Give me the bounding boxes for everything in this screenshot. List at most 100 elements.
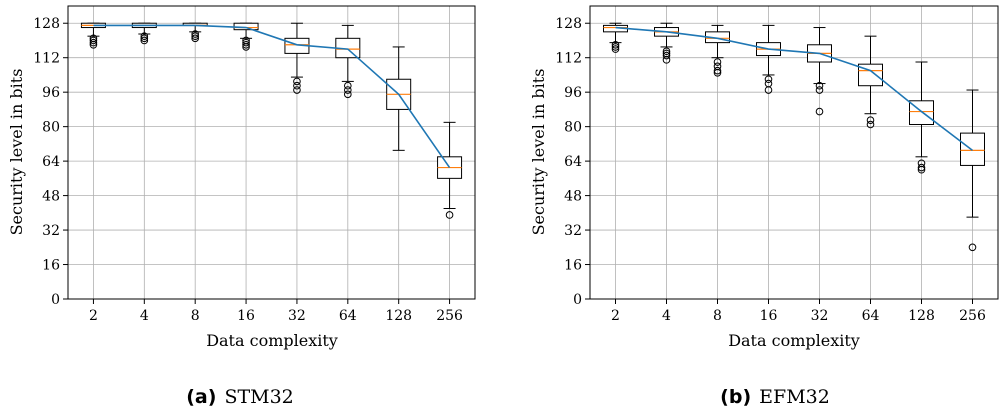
outlier-point bbox=[611, 45, 620, 53]
outlier-point bbox=[344, 86, 352, 94]
outlier-point bbox=[815, 86, 824, 94]
y-tick-label: 80 bbox=[42, 120, 60, 136]
outlier-point bbox=[344, 81, 352, 90]
outlier-point bbox=[917, 163, 926, 172]
caption-text: STM32 bbox=[224, 386, 293, 408]
y-tick-label: 48 bbox=[564, 189, 582, 205]
outlier-point bbox=[293, 81, 301, 90]
x-tick-label: 32 bbox=[811, 308, 829, 324]
outlier-point bbox=[140, 32, 149, 40]
outlier-point bbox=[191, 32, 199, 40]
y-tick-label: 64 bbox=[564, 154, 582, 170]
box-64 bbox=[858, 35, 883, 129]
box-4 bbox=[654, 22, 679, 64]
outlier-point bbox=[815, 107, 824, 116]
y-axis-label: Security level in bits bbox=[529, 69, 548, 236]
caption-letter: (b) bbox=[720, 386, 751, 408]
caption-letter: (a) bbox=[186, 386, 216, 408]
y-tick-label: 16 bbox=[42, 258, 60, 274]
outlier-point bbox=[662, 51, 671, 60]
outlier-point bbox=[445, 211, 454, 219]
outlier-point bbox=[89, 38, 98, 47]
box-2 bbox=[603, 22, 628, 53]
outlier-point bbox=[713, 68, 722, 77]
outlier-point bbox=[815, 81, 824, 90]
outlier-point bbox=[242, 40, 250, 49]
x-tick-label: 4 bbox=[662, 308, 671, 324]
x-tick-label: 16 bbox=[760, 308, 778, 324]
y-tick-label: 112 bbox=[33, 51, 60, 67]
x-tick-label: 64 bbox=[862, 308, 880, 324]
y-tick-label: 112 bbox=[555, 51, 582, 67]
x-tick-label: 128 bbox=[385, 308, 412, 324]
y-tick-label: 32 bbox=[42, 223, 60, 239]
outlier-point bbox=[293, 77, 301, 86]
caption: (a) STM32 bbox=[186, 386, 294, 408]
outlier-point bbox=[191, 34, 199, 43]
outlier-point bbox=[917, 165, 926, 174]
y-tick-label: 80 bbox=[564, 120, 582, 136]
x-tick-label: 2 bbox=[611, 308, 620, 324]
box-32 bbox=[284, 22, 310, 94]
x-tick-label: 4 bbox=[140, 308, 149, 324]
y-tick-label: 96 bbox=[564, 85, 582, 101]
y-tick-label: 128 bbox=[555, 16, 582, 32]
outlier-point bbox=[89, 36, 98, 45]
y-tick-label: 128 bbox=[33, 16, 60, 32]
x-axis-label: Data complexity bbox=[728, 331, 860, 350]
outlier-point bbox=[140, 34, 149, 43]
box-iqr bbox=[858, 63, 883, 87]
x-tick-label: 64 bbox=[339, 308, 357, 324]
outlier-point bbox=[713, 66, 722, 75]
median-trend-line bbox=[93, 24, 451, 169]
x-tick-label: 8 bbox=[713, 308, 722, 324]
x-tick-label: 32 bbox=[288, 308, 306, 324]
x-tick-label: 8 bbox=[191, 308, 200, 324]
chart-panel-stm32: Data complexity Security level in bits (… bbox=[7, 5, 476, 408]
outlier-point bbox=[140, 36, 149, 45]
y-tick-label: 64 bbox=[42, 154, 60, 170]
box-128 bbox=[909, 61, 934, 174]
x-tick-label: 128 bbox=[908, 308, 935, 324]
chart-panel-efm32: Data complexity Security level in bits (… bbox=[529, 5, 999, 408]
outlier-point bbox=[764, 75, 773, 84]
outlier-point bbox=[344, 90, 352, 99]
y-tick-label: 0 bbox=[51, 292, 60, 308]
outlier-point bbox=[866, 120, 875, 129]
caption: (b) EFM32 bbox=[720, 386, 830, 408]
y-tick-label: 16 bbox=[564, 258, 582, 274]
outlier-point bbox=[242, 38, 250, 47]
x-tick-label: 16 bbox=[237, 308, 255, 324]
x-tick-label: 256 bbox=[959, 308, 986, 324]
outlier-point bbox=[866, 116, 875, 124]
outlier-point bbox=[191, 30, 199, 38]
outlier-point bbox=[611, 43, 620, 51]
box-iqr bbox=[960, 132, 985, 166]
y-tick-label: 32 bbox=[564, 223, 582, 239]
x-tick-label: 256 bbox=[436, 308, 463, 324]
y-tick-label: 0 bbox=[573, 292, 582, 308]
box-128 bbox=[386, 46, 412, 151]
outlier-point bbox=[293, 86, 301, 94]
outlier-point bbox=[242, 43, 250, 51]
outlier-point bbox=[968, 243, 977, 252]
outlier-point bbox=[713, 58, 722, 66]
outlier-point bbox=[764, 86, 773, 94]
caption-text: EFM32 bbox=[759, 386, 830, 408]
outlier-point bbox=[662, 47, 671, 56]
plot-frame bbox=[589, 5, 999, 300]
x-axis-label: Data complexity bbox=[206, 331, 338, 350]
x-tick-label: 2 bbox=[89, 308, 98, 324]
plot-frame bbox=[67, 5, 476, 300]
outlier-point bbox=[89, 40, 98, 49]
y-tick-label: 96 bbox=[42, 85, 60, 101]
box-256 bbox=[960, 89, 985, 252]
outlier-point bbox=[662, 56, 671, 64]
y-axis-label: Security level in bits bbox=[7, 69, 26, 236]
outlier-point bbox=[611, 40, 620, 49]
box-256 bbox=[437, 121, 463, 219]
median-trend-line bbox=[615, 26, 973, 151]
box-64 bbox=[335, 24, 361, 99]
y-tick-label: 48 bbox=[42, 189, 60, 205]
